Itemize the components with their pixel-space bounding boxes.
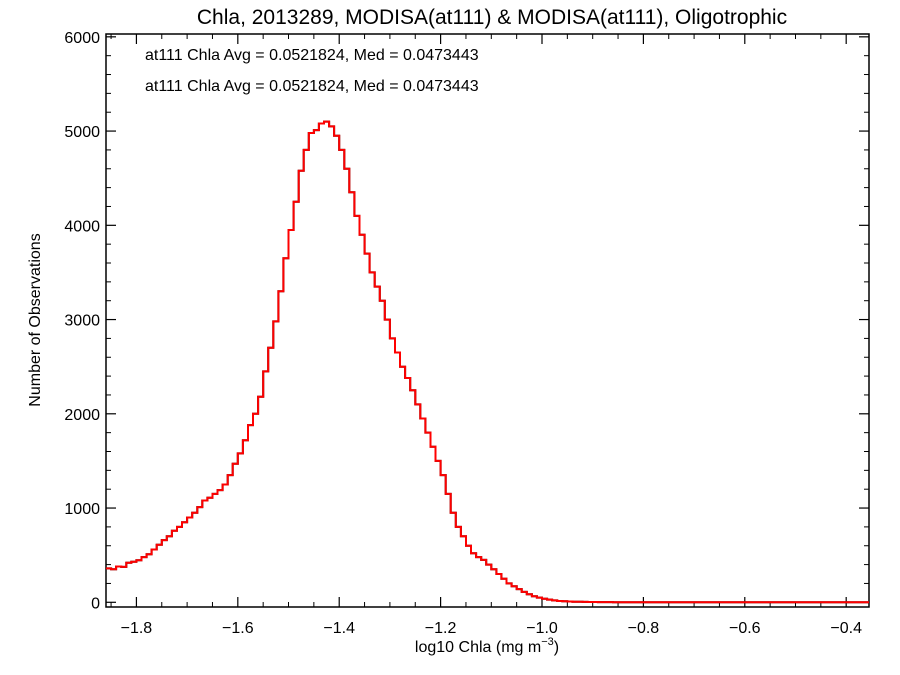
y-tick-label: 5000 [64, 124, 100, 141]
annotation-red: at111 Chla Avg = 0.0521824, Med = 0.0473… [145, 78, 479, 95]
x-tick-label: −0.4 [830, 620, 862, 637]
plot-frame [105, 33, 870, 608]
series-line-black [106, 120, 869, 604]
x-axis-label-close: ) [554, 639, 559, 656]
y-axis-label: Number of Observations [27, 233, 44, 406]
y-tick-label: 2000 [64, 407, 100, 424]
y-tick-label: 4000 [64, 218, 100, 235]
annotation-black: at111 Chla Avg = 0.0521824, Med = 0.0473… [145, 47, 479, 64]
x-tick-label: −1.8 [121, 620, 153, 637]
axis-ticks [106, 34, 869, 607]
x-tick-label: −1.4 [323, 620, 355, 637]
x-tick-labels: −1.8 −1.6 −1.4 −1.2 −1.0 −0.8 −0.6 −0.4 [121, 620, 862, 637]
y-tick-label: 6000 [64, 30, 100, 47]
x-tick-label: −1.6 [222, 620, 254, 637]
x-tick-label: −0.8 [628, 620, 660, 637]
x-axis-label-superscript: −3 [541, 636, 554, 648]
y-tick-label: 3000 [64, 313, 100, 330]
series-line-red [106, 120, 869, 604]
y-tick-label: 1000 [64, 501, 100, 518]
x-axis-label: log10 Chla (mg m−3) [415, 636, 559, 656]
chart-title: Chla, 2013289, MODISA(at111) & MODISA(at… [197, 6, 787, 29]
x-axis-label-main: log10 Chla (mg m [415, 639, 541, 656]
y-tick-label: 0 [91, 595, 100, 612]
x-tick-label: −1.2 [425, 620, 457, 637]
x-tick-label: −0.6 [729, 620, 761, 637]
x-tick-label: −1.0 [526, 620, 558, 637]
y-tick-labels: 0 1000 2000 3000 4000 5000 6000 [64, 30, 100, 612]
